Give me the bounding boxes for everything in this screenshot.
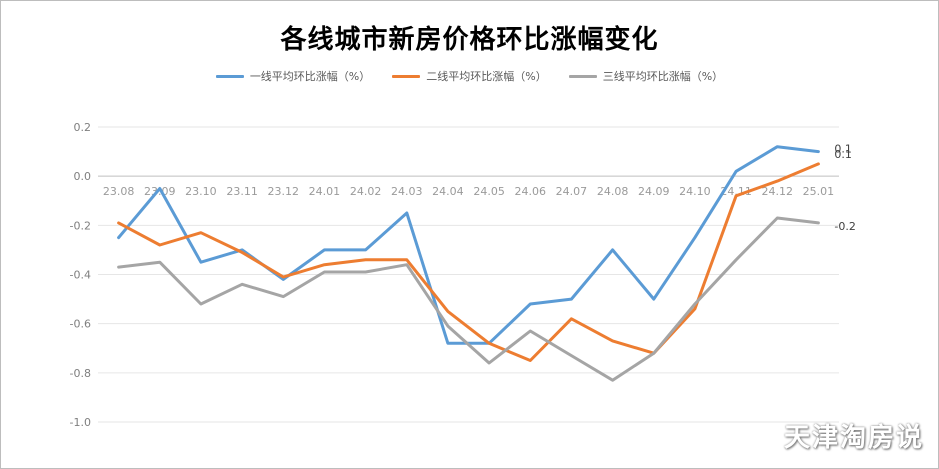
legend-label-tier2: 二线平均环比涨幅（%） xyxy=(426,70,547,83)
x-tick-label: 25.01 xyxy=(803,185,835,198)
legend-swatch-tier3 xyxy=(568,74,597,78)
x-tick-label: 24.06 xyxy=(515,185,547,198)
y-tick-label: -0.8 xyxy=(70,367,91,380)
x-tick-label: 24.05 xyxy=(473,185,505,198)
y-tick-label: -1.0 xyxy=(70,416,91,429)
y-tick-label: 0.0 xyxy=(74,170,92,183)
end-value-label-1: 0.1 xyxy=(834,143,852,156)
y-tick-label: 0.2 xyxy=(74,121,92,134)
y-tick-label: -0.2 xyxy=(70,219,91,232)
x-tick-label: 23.09 xyxy=(144,185,176,198)
x-tick-label: 24.07 xyxy=(556,185,588,198)
chart-title: 各线城市新房价格环比涨幅变化 xyxy=(280,25,659,55)
x-tick-label: 24.04 xyxy=(432,185,464,198)
end-value-label-3: -0.2 xyxy=(834,220,855,233)
legend-item-tier1: 一线平均环比涨幅（%） xyxy=(215,68,371,84)
watermark: 天津淘房说 xyxy=(783,423,924,453)
series-line-3 xyxy=(117,216,820,382)
legend-swatch-tier1 xyxy=(215,74,244,78)
y-tick-label: -0.6 xyxy=(70,318,91,331)
chart-legend: 一线平均环比涨幅（%） 二线平均环比涨幅（%） 三线平均环比涨幅（%） xyxy=(1,68,938,84)
x-tick-label: 23.11 xyxy=(226,185,258,198)
x-tick-label: 24.10 xyxy=(679,185,711,198)
legend-label-tier1: 一线平均环比涨幅（%） xyxy=(249,70,371,83)
x-tick-label: 23.08 xyxy=(103,185,135,198)
legend-label-tier3: 三线平均环比涨幅（%） xyxy=(602,70,724,83)
y-tick-label: -0.4 xyxy=(70,269,91,282)
series-line-2 xyxy=(117,162,820,362)
x-tick-label: 24.08 xyxy=(597,185,629,198)
x-tick-label: 24.02 xyxy=(350,185,382,198)
x-tick-label: 23.12 xyxy=(268,185,300,198)
x-tick-label: 24.11 xyxy=(720,185,752,198)
legend-swatch-tier2 xyxy=(392,74,421,78)
x-tick-label: 24.03 xyxy=(391,185,423,198)
x-tick-label: 23.10 xyxy=(185,185,217,198)
legend-item-tier3: 三线平均环比涨幅（%） xyxy=(568,68,724,84)
end-value-label-2: 0.1 xyxy=(834,148,852,161)
x-tick-label: 24.01 xyxy=(309,185,341,198)
x-tick-label: 24.09 xyxy=(638,185,670,198)
x-tick-label: 24.12 xyxy=(762,185,794,198)
legend-item-tier2: 二线平均环比涨幅（%） xyxy=(392,68,547,84)
